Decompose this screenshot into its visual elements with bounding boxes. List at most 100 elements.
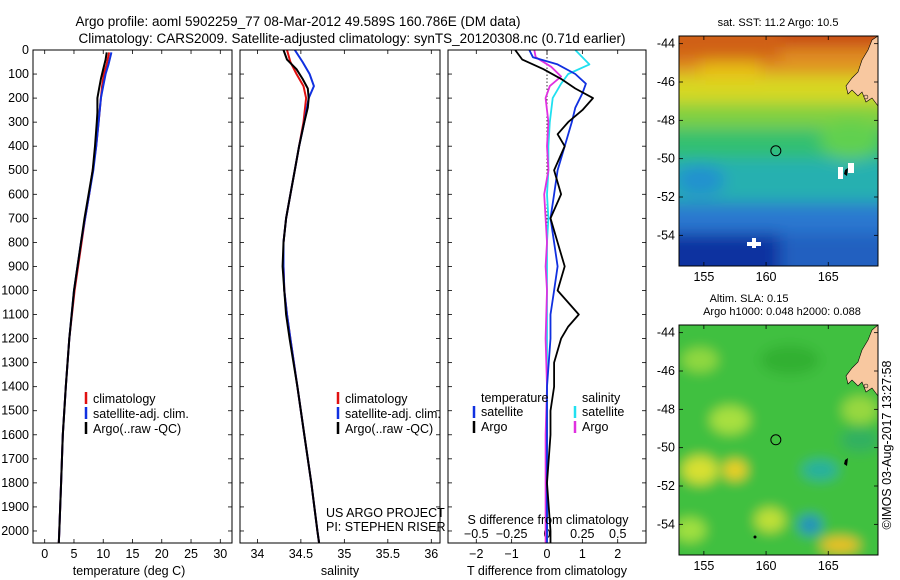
s-difference-tick-label: −0.5: [464, 527, 489, 541]
depth-tick-label: 600: [8, 187, 29, 201]
depth-tick-label: 1400: [1, 380, 29, 394]
legend-heading-salinity: salinity: [582, 391, 621, 405]
s-difference-label: S difference from climatology: [468, 513, 630, 527]
depth-tick-label: 0: [22, 43, 29, 57]
legend-label-climatology: climatology: [345, 392, 408, 406]
argo-float-marker: [770, 145, 782, 157]
depth-tick-label: 900: [8, 259, 29, 273]
lon-tick-label: 160: [756, 559, 777, 573]
salinity-x-axis: 34 34.5 35 35.5 36: [250, 50, 438, 561]
temperature-tick-label: 15: [126, 547, 140, 561]
depth-tick-label: 1300: [1, 356, 29, 370]
sla-lon-axis: 155 160 165: [693, 325, 839, 573]
figure-subtitle: Climatology: CARS2009. Satellite-adjuste…: [78, 31, 625, 46]
salinity-legend: climatology satellite-adj. clim. Argo(..…: [336, 392, 441, 436]
temperature-tick-label: 20: [155, 547, 169, 561]
legend-label-climatology: climatology: [93, 392, 156, 406]
depth-tick-label: 700: [8, 211, 29, 225]
climatology-temperature-line: [57, 52, 111, 543]
depth-tick-label: 1000: [1, 283, 29, 297]
climatology-salinity-line: [282, 50, 321, 543]
legend-heading-temperature: temperature: [481, 391, 548, 405]
argo-float-marker: [770, 434, 782, 446]
lon-tick-label: 155: [693, 270, 714, 284]
data-gap: [848, 163, 854, 173]
difference-axes-box: [447, 49, 647, 544]
temperature-tick-label: 5: [70, 547, 77, 561]
depth-tick-label: 1100: [2, 308, 29, 322]
difference-profiles: [514, 50, 594, 543]
legend-label-s-satellite: satellite: [582, 405, 624, 419]
project-annotation: US ARGO PROJECT: [326, 506, 445, 520]
salinity-x-label: salinity: [321, 564, 360, 578]
lon-tick-label: 155: [693, 559, 714, 573]
data-gap: [838, 167, 843, 179]
salinity-axes-box: [239, 49, 441, 544]
temperature-legend: climatology satellite-adj. clim. Argo(..…: [84, 392, 189, 436]
sla-map-title: Altim. SLA: 0.15: [710, 293, 789, 305]
s-difference-tick-label: −0.25: [496, 527, 528, 541]
temperature-tick-label: 10: [96, 547, 110, 561]
depth-axis: 0 100 200 300 400 500 600 700 800 900 1000 1100 1200…: [1, 43, 232, 538]
t-difference-tick-label: 2: [614, 547, 621, 561]
depth-tick-label: 800: [8, 235, 29, 249]
sst-lat-axis: -44 -46 -48 -50 -52 -54: [657, 37, 878, 242]
depth-tick-label: 1600: [1, 428, 29, 442]
sla-map-subtitle: Argo h1000: 0.048 h2000: 0.088: [703, 306, 861, 318]
lat-tick-label: -48: [657, 402, 675, 416]
sst-map-title: sat. SST: 11.2 Argo: 10.5: [718, 17, 839, 29]
island: [753, 535, 757, 539]
legend-label-t-satellite: satellite: [481, 405, 523, 419]
depth-tick-label: 400: [8, 139, 29, 153]
pi-annotation: PI: STEPHEN RISER: [326, 520, 445, 534]
satellite-temperature-line: [57, 52, 113, 543]
temperature-tick-label: 0: [41, 547, 48, 561]
land-mass: [845, 325, 878, 397]
sla-lat-axis: -44 -46 -48 -50 -52 -54: [657, 326, 878, 531]
temperature-profiles: [57, 52, 113, 543]
lat-tick-label: -54: [657, 228, 675, 242]
island: [863, 383, 869, 389]
island: [844, 168, 848, 176]
temperature-satellite-diff-line: [528, 50, 587, 543]
sst-map-frame: [678, 35, 879, 267]
sst-map: sat. SST: 11.2 Argo: 10.5: [657, 17, 879, 284]
lat-tick-label: -44: [657, 326, 675, 340]
legend-label-argo: Argo(..raw -QC): [93, 422, 181, 436]
depth-tick-label: 100: [8, 67, 29, 81]
t-difference-tick-label: −1: [505, 547, 519, 561]
temperature-panel: 0100200300400500600700800900100011001200…: [1, 43, 233, 578]
island: [863, 94, 869, 100]
lat-tick-label: -48: [657, 113, 675, 127]
depth-tick-label: 300: [8, 115, 29, 129]
sla-field: [679, 325, 878, 555]
temperature-axes-box: [32, 49, 233, 544]
depth-tick-label: 1700: [1, 452, 29, 466]
data-gap: [752, 238, 756, 248]
island: [844, 458, 848, 466]
lon-tick-label: 160: [756, 270, 777, 284]
legend-label-argo: Argo(..raw -QC): [345, 422, 433, 436]
lat-tick-label: -50: [657, 152, 675, 166]
t-difference-tick-label: 1: [579, 547, 586, 561]
temperature-tick-label: 25: [184, 547, 198, 561]
s-difference-tick-label: 0.25: [570, 527, 594, 541]
depth-tick-label: 1800: [1, 476, 29, 490]
sst-lon-axis: 155 160 165: [693, 36, 839, 284]
legend-label-s-argo: Argo: [582, 420, 608, 434]
satellite-salinity-line: [282, 50, 321, 543]
temperature-x-label: temperature (deg C): [73, 564, 186, 578]
sla-map-frame: [678, 324, 879, 556]
lat-tick-label: -54: [657, 517, 675, 531]
argo-temperature-line: [57, 52, 108, 543]
depth-tick-label: 1900: [1, 500, 29, 514]
temperature-tick-label: 30: [213, 547, 227, 561]
lat-tick-label: -46: [657, 75, 675, 89]
lon-tick-label: 165: [818, 270, 839, 284]
salinity-panel: 34 34.5 35 35.5 36 salinity climatology sate…: [239, 49, 445, 578]
difference-depth-ticks: [448, 49, 646, 532]
salinity-tick-label: 35: [337, 547, 351, 561]
salinity-tick-label: 36: [424, 547, 438, 561]
salinity-tick-label: 34.5: [289, 547, 313, 561]
